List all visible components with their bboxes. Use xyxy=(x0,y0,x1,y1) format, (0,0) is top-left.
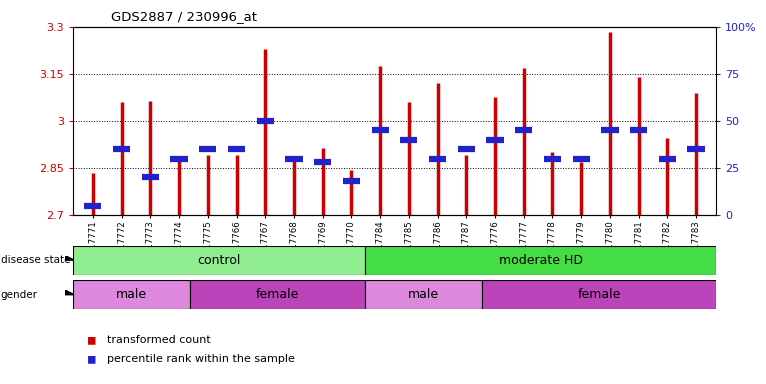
Text: gender: gender xyxy=(1,290,38,300)
Text: female: female xyxy=(578,288,621,301)
Text: female: female xyxy=(256,288,300,301)
Text: disease state: disease state xyxy=(1,255,70,265)
Bar xyxy=(365,246,716,275)
Text: percentile rank within the sample: percentile rank within the sample xyxy=(107,354,295,364)
Text: GDS2887 / 230996_at: GDS2887 / 230996_at xyxy=(111,10,257,23)
Text: control: control xyxy=(198,254,241,266)
Polygon shape xyxy=(65,290,74,295)
Text: transformed count: transformed count xyxy=(107,335,211,345)
Text: moderate HD: moderate HD xyxy=(499,254,583,266)
Bar xyxy=(365,280,483,309)
Bar xyxy=(73,246,365,275)
Polygon shape xyxy=(65,256,74,260)
Bar xyxy=(73,280,190,309)
Text: male: male xyxy=(116,288,147,301)
Text: ■: ■ xyxy=(88,353,96,366)
Text: male: male xyxy=(408,288,439,301)
Bar xyxy=(483,280,716,309)
Bar xyxy=(190,280,365,309)
Text: ■: ■ xyxy=(88,333,96,346)
